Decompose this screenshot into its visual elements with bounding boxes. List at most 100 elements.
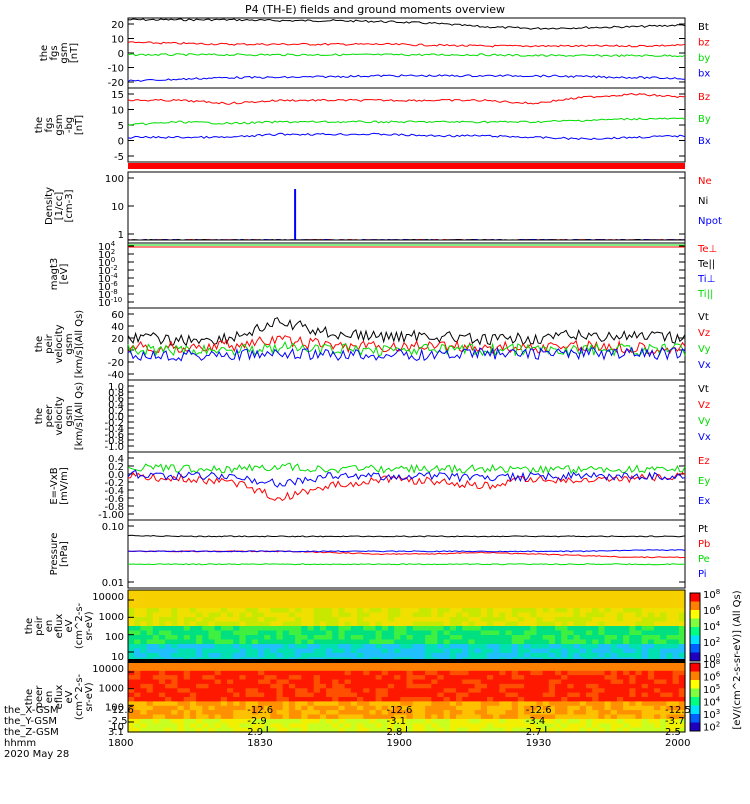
heatmap-cell [567, 692, 575, 698]
heatmap-cell [548, 714, 556, 720]
heatmap-cell [505, 710, 513, 716]
heatmap-cell [474, 670, 482, 676]
heatmap-cell [245, 670, 253, 676]
heatmap-cell [654, 590, 661, 596]
heatmap-cell [387, 653, 395, 659]
heatmap-cell [561, 612, 568, 618]
heatmap-cell [449, 594, 457, 600]
heatmap-cell [202, 603, 210, 609]
heatmap-cell [332, 635, 339, 641]
heatmap-cell [586, 714, 593, 720]
heatmap-cell [635, 635, 643, 641]
heatmap-cell [678, 666, 686, 672]
heatmap-cell [672, 626, 680, 632]
heatmap-cell [468, 679, 476, 685]
heatmap-cell [548, 630, 556, 636]
heatmap-cell [251, 714, 259, 720]
heatmap-cell [567, 608, 575, 614]
heatmap-cell [214, 599, 222, 605]
heatmap-cell [233, 675, 240, 681]
heatmap-cell [146, 608, 154, 614]
heatmap-cell [425, 608, 432, 614]
heatmap-cell [375, 705, 383, 711]
heatmap-cell [227, 705, 234, 711]
heatmap-cell [678, 630, 686, 636]
heatmap-cell [387, 688, 395, 694]
heatmap-cell [357, 653, 364, 659]
heatmap-cell [592, 644, 599, 650]
heatmap-cell [443, 697, 451, 702]
heatmap-cell [635, 644, 643, 650]
heatmap-cell [183, 697, 191, 702]
heatmap-cell [381, 718, 389, 724]
heatmap-cell [536, 723, 544, 729]
heatmap-cell [412, 621, 420, 627]
heatmap-cell [536, 683, 544, 689]
heatmap-cell [128, 626, 135, 632]
heatmap-cell [449, 635, 457, 641]
heatmap-cell [412, 612, 420, 618]
heatmap-cell [505, 679, 513, 685]
heatmap-cell [610, 710, 618, 716]
heatmap-cell [635, 648, 643, 654]
heatmap-cell [561, 718, 568, 724]
heatmap-cell [381, 653, 389, 659]
heatmap-cell [604, 621, 612, 627]
heatmap-cell [511, 705, 519, 711]
footer-date: 2020 May 28 [4, 749, 69, 760]
heatmap-cell [196, 723, 203, 729]
heatmap-cell [128, 701, 135, 707]
legend-entry-bz: bz [698, 38, 710, 49]
heatmap-cell [189, 594, 197, 600]
heatmap-cell [592, 603, 599, 609]
heatmap-cell [567, 594, 575, 600]
legend-entry-pt: Pt [698, 524, 708, 535]
heatmap-cell [313, 675, 321, 681]
heatmap-cell [431, 648, 439, 654]
heatmap-cell [517, 608, 525, 614]
heatmap-cell [555, 666, 562, 672]
heatmap-cell [443, 630, 451, 636]
heatmap-cell [610, 612, 618, 618]
heatmap-cell [629, 688, 637, 694]
heatmap-cell [214, 688, 222, 694]
heatmap-cell [307, 639, 315, 645]
heatmap-cell [158, 714, 166, 720]
heatmap-cell [641, 662, 649, 667]
heatmap-cell [165, 635, 172, 641]
heatmap-cell [629, 679, 637, 685]
heatmap-cell [295, 683, 302, 689]
heatmap-cell [524, 630, 531, 636]
heatmap-cell [177, 705, 185, 711]
heatmap-cell [208, 666, 216, 672]
heatmap-cell [418, 666, 426, 672]
heatmap-cell [158, 718, 166, 724]
heatmap-cell [350, 635, 358, 641]
heatmap-cell [394, 692, 401, 698]
heatmap-cell [456, 727, 463, 733]
heatmap-cell [264, 590, 271, 596]
heatmap-cell [623, 635, 630, 641]
y-tick-label: 10-6 [98, 280, 118, 293]
heatmap-cell [462, 718, 469, 724]
heatmap-cell [313, 621, 321, 627]
heatmap-cell [282, 603, 290, 609]
heatmap-cell [152, 612, 160, 618]
heatmap-cell [592, 710, 599, 716]
heatmap-cell [511, 617, 519, 623]
y-tick-label: 10 [111, 106, 124, 117]
heatmap-cell [635, 675, 643, 681]
heatmap-cell [189, 688, 197, 694]
heatmap-cell [586, 608, 593, 614]
heatmap-cell [245, 727, 253, 733]
heatmap-cell [530, 644, 538, 650]
heatmap-cell [220, 635, 228, 641]
heatmap-cell [493, 701, 500, 707]
heatmap-cell [387, 608, 395, 614]
y-axis-label: Pressure [49, 533, 60, 576]
heatmap-cell [227, 648, 234, 654]
heatmap-cell [598, 599, 606, 605]
heatmap-cell [220, 630, 228, 636]
heatmap-cell [524, 705, 531, 711]
heatmap-cell [196, 718, 203, 724]
